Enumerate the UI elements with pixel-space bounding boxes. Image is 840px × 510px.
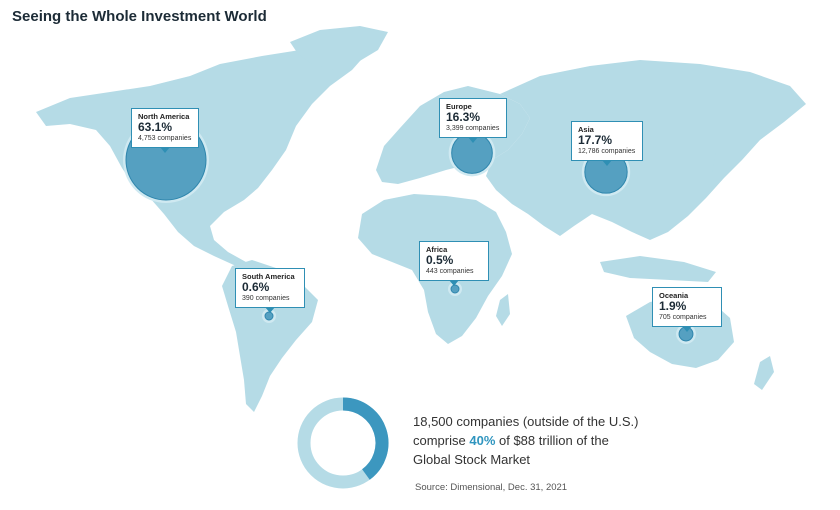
japan-land <box>712 144 730 176</box>
greenland-land <box>290 26 388 70</box>
africa-callout: Africa 0.5% 443 companies <box>419 241 489 286</box>
asia-region-label: Asia <box>578 125 594 134</box>
summary-text: 18,500 companies (outside of the U.S.) c… <box>413 412 638 469</box>
source-note: Source: Dimensional, Dec. 31, 2021 <box>415 482 568 493</box>
summary-line-2-pre: comprise <box>413 433 470 448</box>
africa-region-label: Africa <box>426 245 448 254</box>
europe-callout: Europe 16.3% 3,399 companies <box>439 98 507 143</box>
asia-callout: Asia 17.7% 12,786 companies <box>571 121 643 166</box>
north-america-companies-label: 4,753 companies <box>138 135 192 142</box>
africa-percent-label: 0.5% <box>426 253 454 267</box>
europe-companies-label: 3,399 companies <box>446 125 500 132</box>
summary-line-2-post: of $88 trillion of the <box>495 433 609 448</box>
south-america-callout: South America 0.6% 390 companies <box>235 268 305 313</box>
summary-highlight: 40% <box>469 433 496 448</box>
south-america-bubble <box>264 311 274 321</box>
oceania-companies-label: 705 companies <box>659 314 707 321</box>
donut-chart <box>297 397 389 489</box>
land-masses <box>36 26 806 412</box>
new-zealand-land <box>754 356 774 390</box>
madagascar-land <box>496 294 510 326</box>
south-america-percent-label: 0.6% <box>242 280 270 294</box>
africa-bubble <box>450 284 460 294</box>
summary-line-2: comprise 40% of $88 trillion of the <box>413 431 638 450</box>
south-america-companies-label: 390 companies <box>242 295 290 302</box>
summary-line-3: Global Stock Market <box>413 452 531 467</box>
asia-percent-label: 17.7% <box>578 133 613 147</box>
indonesia-land <box>600 256 716 282</box>
south-america-region-label: South America <box>242 272 295 281</box>
europe-region-label: Europe <box>446 102 472 111</box>
north-america-percent-label: 63.1% <box>138 120 173 134</box>
africa-companies-label: 443 companies <box>426 268 474 275</box>
oceania-percent-label: 1.9% <box>659 299 687 313</box>
asia-companies-label: 12,786 companies <box>578 148 636 155</box>
summary-line-1: 18,500 companies (outside of the U.S.) <box>413 414 639 429</box>
north-america-region-label: North America <box>138 112 190 121</box>
chart-title: Seeing the Whole Investment World <box>12 8 267 25</box>
north-america-callout: North America 63.1% 4,753 companies <box>131 108 199 153</box>
oceania-callout: Oceania 1.9% 705 companies <box>652 287 722 332</box>
asia-land <box>486 60 806 240</box>
donut-highlight-segment <box>342 397 389 480</box>
oceania-region-label: Oceania <box>659 291 689 300</box>
europe-percent-label: 16.3% <box>446 110 481 124</box>
